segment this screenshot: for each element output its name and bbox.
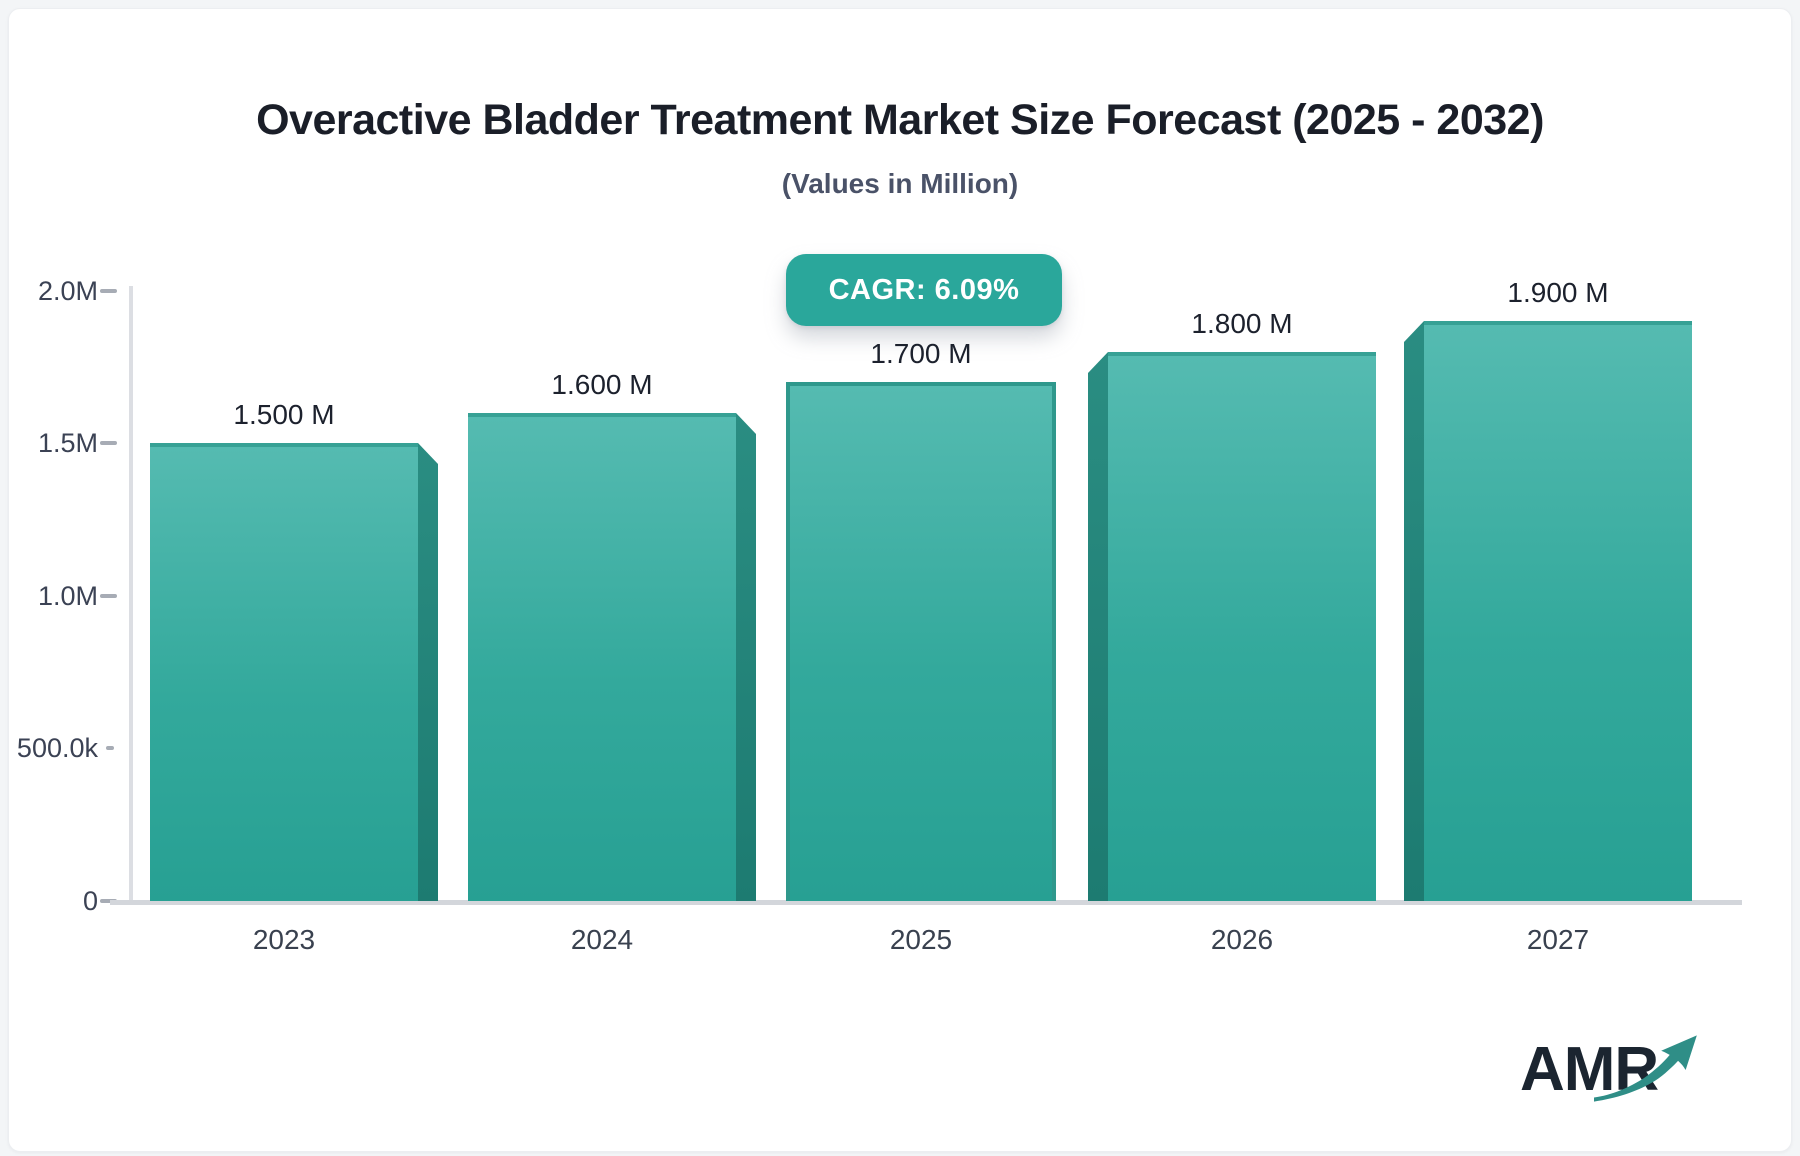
x-tick-label-2025: 2025 — [889, 924, 953, 955]
y-tick-mark — [100, 441, 117, 445]
y-tick-label-500k: 500.0k — [16, 733, 98, 763]
bar-2025-value-label: 1.700 M — [870, 338, 972, 369]
bar-2024-face[interactable] — [468, 413, 736, 901]
x-axis-line — [110, 900, 1742, 905]
amr-logo: AMR — [1520, 1034, 1720, 1124]
chart-title: Overactive Bladder Treatment Market Size… — [256, 96, 1544, 144]
bar-2026-side — [1088, 352, 1108, 901]
y-tick-mark — [100, 899, 117, 903]
bar-2024-side — [736, 413, 756, 901]
y-tick-label-0: 0 — [82, 886, 98, 916]
growth-arrow-icon — [1594, 1035, 1697, 1102]
cagr-badge: CAGR: 6.09% — [786, 254, 1062, 326]
y-tick-label-1.0M: 1.0M — [37, 581, 98, 611]
x-tick-label-2027: 2027 — [1526, 924, 1590, 955]
cagr-badge-label: CAGR: 6.09% — [828, 273, 1020, 306]
y-tick-mark — [106, 746, 114, 750]
bar-2026-face[interactable] — [1108, 352, 1376, 901]
y-tick-label-1.5M: 1.5M — [37, 428, 98, 458]
bar-2026-value-label: 1.800 M — [1191, 308, 1293, 339]
bar-2024-value-label: 1.600 M — [551, 369, 653, 400]
bar-2027-side — [1404, 321, 1424, 901]
bar-2023-value-label: 1.500 M — [233, 399, 335, 430]
x-tick-label-2026: 2026 — [1210, 924, 1274, 955]
x-tick-label-2023: 2023 — [252, 924, 316, 955]
amr-logo-text: AMR — [1520, 1035, 1659, 1104]
bar-2025-face[interactable] — [786, 382, 1056, 901]
bar-2027-face[interactable] — [1424, 321, 1692, 901]
y-tick-mark — [100, 594, 117, 598]
chart-subtitle: (Values in Million) — [781, 168, 1019, 199]
x-tick-label-2024: 2024 — [570, 924, 634, 955]
bar-2023-face[interactable] — [150, 443, 418, 901]
bar-2027-value-label: 1.900 M — [1507, 277, 1609, 308]
y-tick-label-2.0M: 2.0M — [37, 276, 98, 306]
y-tick-mark — [100, 289, 117, 293]
bar-2023-side — [418, 443, 438, 901]
y-axis-line — [129, 286, 133, 905]
